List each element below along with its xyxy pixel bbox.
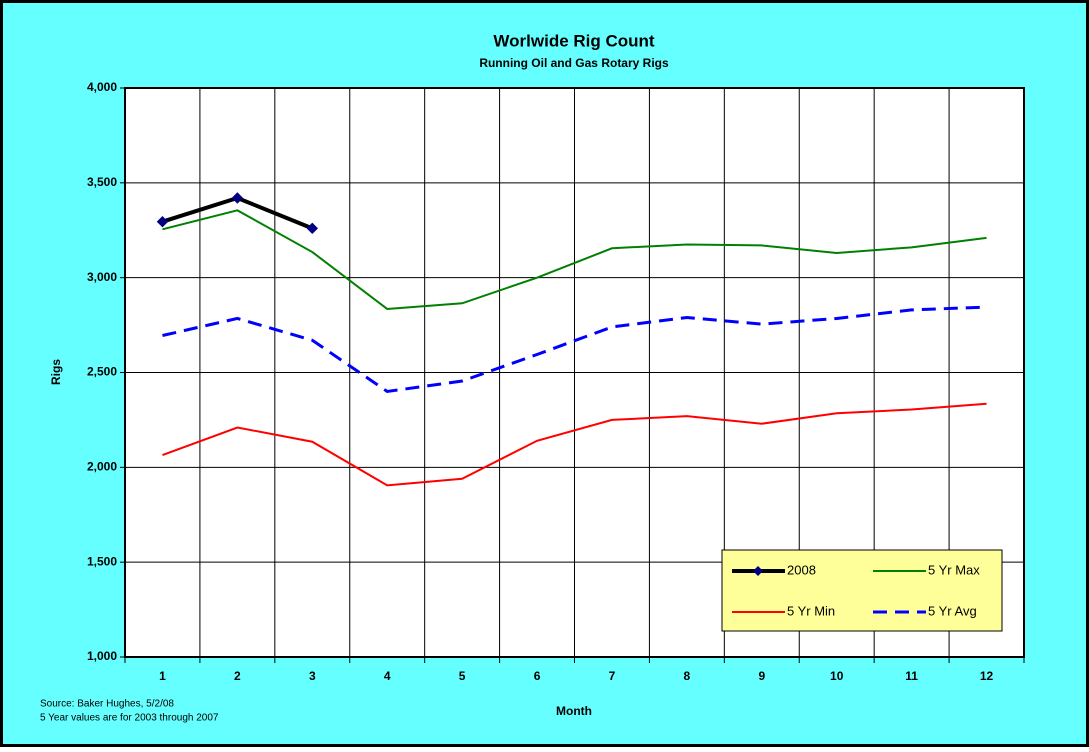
- series-line: [162, 305, 987, 394]
- x-tick-label: 3: [309, 669, 316, 683]
- series-marker: [306, 222, 318, 235]
- y-axis-label: Rigs: [49, 359, 63, 385]
- legend-marker: [753, 566, 763, 576]
- y-tick-label: 3,500: [87, 175, 117, 189]
- x-tick-label: 4: [384, 669, 391, 683]
- x-tick-label: 7: [609, 669, 616, 683]
- y-tick-label: 1,000: [87, 649, 117, 663]
- x-axis-label: Month: [556, 704, 592, 718]
- series-line: [162, 402, 987, 487]
- series-line: [162, 209, 987, 310]
- legend-label: 5 Yr Max: [928, 562, 980, 577]
- y-tick-label: 1,500: [87, 554, 117, 568]
- x-tick-label: 9: [758, 669, 765, 683]
- x-tick-label: 10: [830, 669, 844, 683]
- x-tick-label: 1: [159, 669, 166, 683]
- x-tick-label: 11: [905, 669, 918, 683]
- legend-label: 5 Yr Avg: [928, 603, 977, 618]
- plot-border: [124, 87, 1025, 658]
- x-tick-label: 5: [459, 669, 466, 683]
- y-tick-label: 4,000: [87, 80, 117, 94]
- y-tick-label: 2,500: [87, 365, 117, 379]
- legend-label: 5 Yr Min: [787, 603, 835, 618]
- legend-label: 2008: [787, 562, 816, 577]
- chart-subtitle: Running Oil and Gas Rotary Rigs: [479, 56, 669, 70]
- x-tick-label: 6: [534, 669, 541, 683]
- source-note: Source: Baker Hughes, 5/2/08: [40, 699, 174, 710]
- legend-box: [721, 549, 1003, 632]
- series-marker: [156, 216, 169, 228]
- y-tick-label: 3,000: [87, 270, 117, 284]
- x-tick-label: 12: [980, 669, 994, 683]
- series-marker: [231, 192, 244, 204]
- x-tick-label: 2: [234, 669, 241, 683]
- y-tick-label: 2,000: [87, 460, 117, 474]
- chart-title: Worlwide Rig Count: [493, 31, 655, 50]
- note: 5 Year values are for 2003 through 2007: [40, 713, 219, 724]
- x-tick-label: 8: [684, 669, 691, 683]
